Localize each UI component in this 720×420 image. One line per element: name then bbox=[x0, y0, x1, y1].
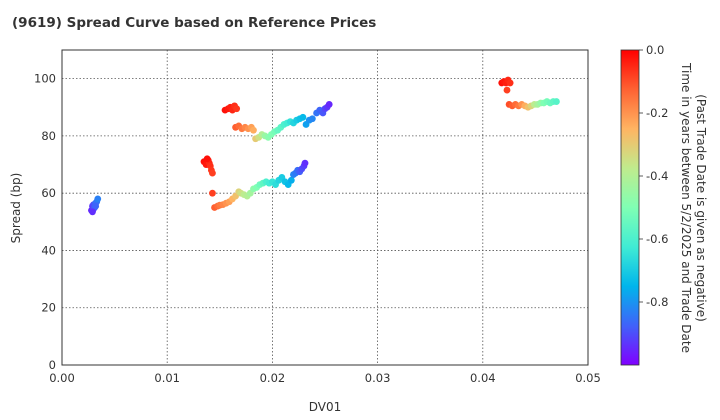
data-point bbox=[308, 115, 316, 123]
x-axis-label: DV01 bbox=[309, 400, 342, 414]
data-point bbox=[299, 113, 307, 121]
data-point bbox=[287, 176, 295, 184]
colorbar-tick-label: -0.4 bbox=[646, 169, 668, 183]
x-tick-label: 0.03 bbox=[365, 371, 391, 385]
data-point bbox=[209, 189, 216, 197]
data-point bbox=[553, 98, 560, 105]
data-point bbox=[203, 155, 211, 163]
x-tick-label: 0.04 bbox=[470, 371, 496, 385]
colorbar-tick-label: 0.0 bbox=[646, 43, 664, 57]
x-tick-label: 0.02 bbox=[260, 371, 286, 385]
data-point bbox=[503, 86, 511, 94]
y-axis-label: Spread (bp) bbox=[9, 173, 23, 244]
colorbar bbox=[620, 49, 640, 366]
data-point bbox=[301, 159, 309, 167]
colorbar-ticks: 0.0 -0.2 -0.4 -0.6 -0.8 bbox=[639, 43, 668, 309]
y-axis-ticks: 0 20 40 60 80 100 bbox=[34, 72, 56, 372]
data-point bbox=[94, 195, 102, 203]
plot-frame bbox=[61, 49, 589, 366]
colorbar-label-line1: Time in years between 5/2/2025 and Trade… bbox=[679, 62, 693, 353]
data-point bbox=[506, 79, 514, 87]
y-tick-label: 0 bbox=[49, 358, 56, 372]
data-point bbox=[92, 202, 100, 210]
grid-lines bbox=[62, 50, 588, 365]
y-tick-label: 40 bbox=[41, 243, 56, 257]
x-axis-ticks: 0.00 0.01 0.02 0.03 0.04 0.05 bbox=[49, 371, 601, 385]
colorbar-tick-label: -0.2 bbox=[646, 106, 668, 120]
colorbar-tick-label: -0.8 bbox=[646, 295, 668, 309]
colorbar-label-line2: (Past Trade Date is given as negative) bbox=[694, 94, 708, 322]
chart-title: (9619) Spread Curve based on Reference P… bbox=[12, 15, 376, 31]
y-tick-label: 80 bbox=[41, 129, 56, 143]
data-point bbox=[209, 169, 216, 177]
x-tick-label: 0.00 bbox=[49, 371, 75, 385]
y-tick-label: 20 bbox=[41, 301, 56, 315]
data-point bbox=[89, 208, 96, 216]
x-tick-label: 0.05 bbox=[575, 371, 601, 385]
y-tick-label: 100 bbox=[34, 72, 56, 86]
data-point bbox=[325, 101, 333, 108]
y-tick-label: 60 bbox=[41, 186, 56, 200]
data-points bbox=[88, 76, 560, 216]
colorbar-tick-label: -0.6 bbox=[646, 232, 668, 246]
data-point bbox=[250, 126, 257, 134]
data-point bbox=[233, 105, 241, 113]
x-tick-label: 0.01 bbox=[154, 371, 180, 385]
